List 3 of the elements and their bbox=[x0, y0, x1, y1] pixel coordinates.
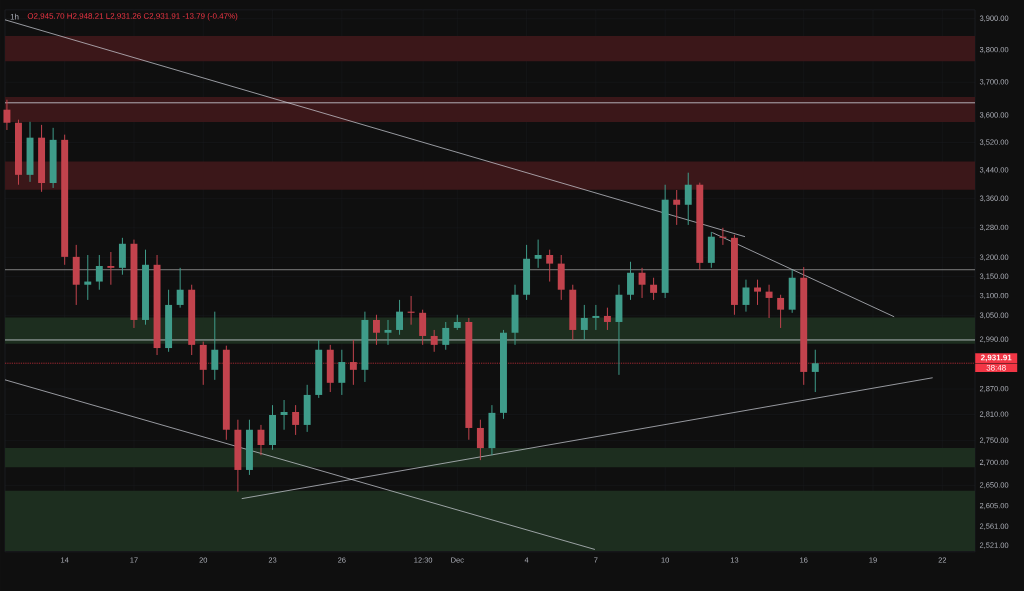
candlestick bbox=[811, 349, 819, 393]
candlestick bbox=[546, 249, 554, 283]
candlestick bbox=[754, 279, 761, 306]
